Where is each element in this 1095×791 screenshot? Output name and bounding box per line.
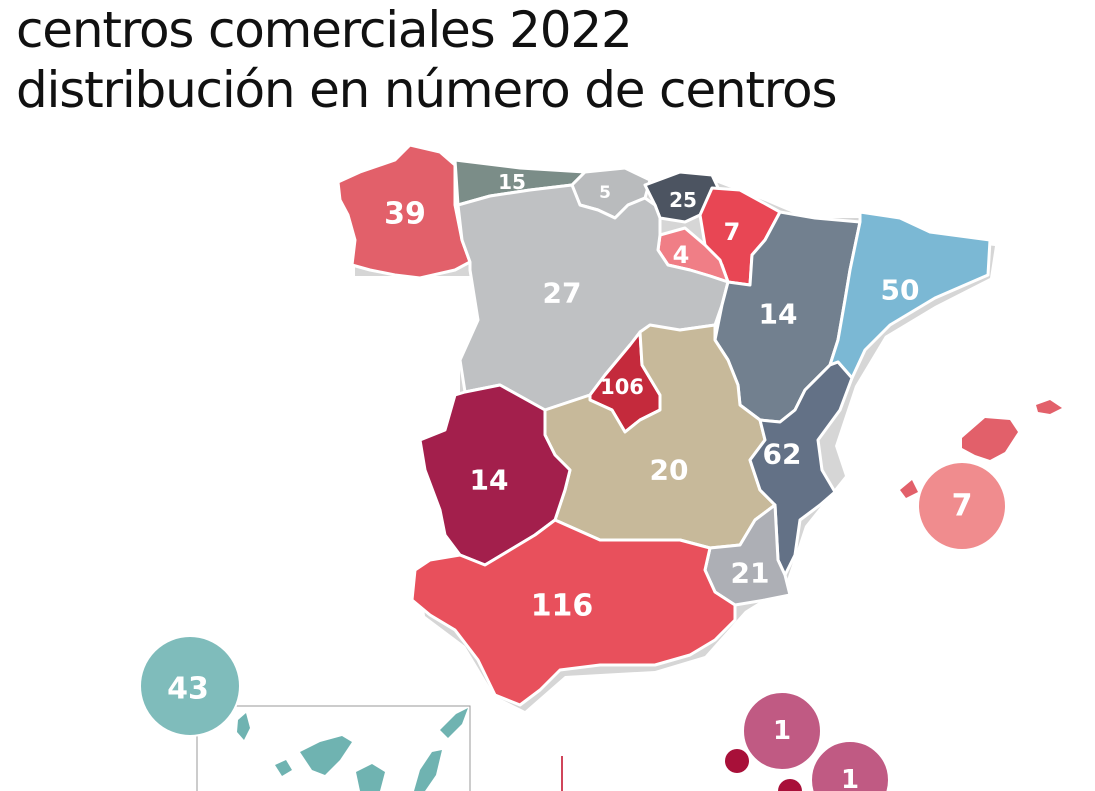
mallorca-island [962, 418, 1018, 460]
value-label-castilla-la-mancha: 20 [650, 454, 689, 487]
value-label-extremadura: 14 [470, 464, 509, 497]
region-cataluna[interactable] [828, 210, 992, 380]
bubble-canarias[interactable] [139, 635, 241, 737]
value-label-ceuta: 1 [773, 716, 791, 746]
bubble-ceuta[interactable] [742, 691, 822, 771]
region-valencia[interactable] [748, 360, 854, 577]
value-label-valencia: 62 [763, 438, 802, 471]
bubble-baleares[interactable] [917, 461, 1007, 551]
title-line-1: centros comerciales 2022 [16, 1, 633, 59]
baleares-islands [900, 400, 1062, 498]
value-label-galicia: 39 [384, 197, 426, 232]
value-label-asturias: 15 [498, 170, 526, 194]
map-title: centros comerciales 2022 distribución en… [16, 0, 837, 120]
value-label-cataluna: 50 [881, 274, 920, 307]
bubble-melilla[interactable] [810, 740, 890, 791]
ibiza-island [900, 480, 918, 498]
value-label-aragon: 14 [759, 298, 798, 331]
value-label-andalucia: 116 [531, 589, 594, 624]
region-andalucia[interactable] [410, 518, 737, 707]
fuerteventura-island [414, 750, 442, 791]
la-gomera-island [275, 760, 292, 776]
ceuta-dot [725, 749, 749, 773]
canarias-islands [237, 708, 468, 791]
value-label-cantabria: 5 [599, 183, 611, 203]
region-galicia[interactable] [336, 143, 472, 280]
value-label-canarias: 43 [167, 672, 209, 707]
value-label-madrid: 106 [600, 375, 644, 399]
value-label-la-rioja: 4 [673, 241, 690, 269]
melilla-dot [778, 779, 802, 791]
title-line-2: distribución en número de centros [16, 61, 837, 119]
canarias-inset-frame [196, 705, 471, 791]
value-label-pais-vasco: 25 [669, 188, 697, 212]
menorca-island [1036, 400, 1062, 414]
lanzarote-island [440, 708, 468, 738]
value-label-navarra: 7 [724, 218, 741, 246]
value-label-murcia: 21 [731, 557, 770, 590]
value-label-melilla: 1 [841, 765, 859, 791]
tenerife-island [300, 736, 352, 775]
value-label-castilla-leon: 27 [543, 277, 582, 310]
gran-canaria-island [356, 764, 385, 791]
value-label-baleares: 7 [952, 489, 973, 524]
la-palma-island [237, 713, 250, 740]
